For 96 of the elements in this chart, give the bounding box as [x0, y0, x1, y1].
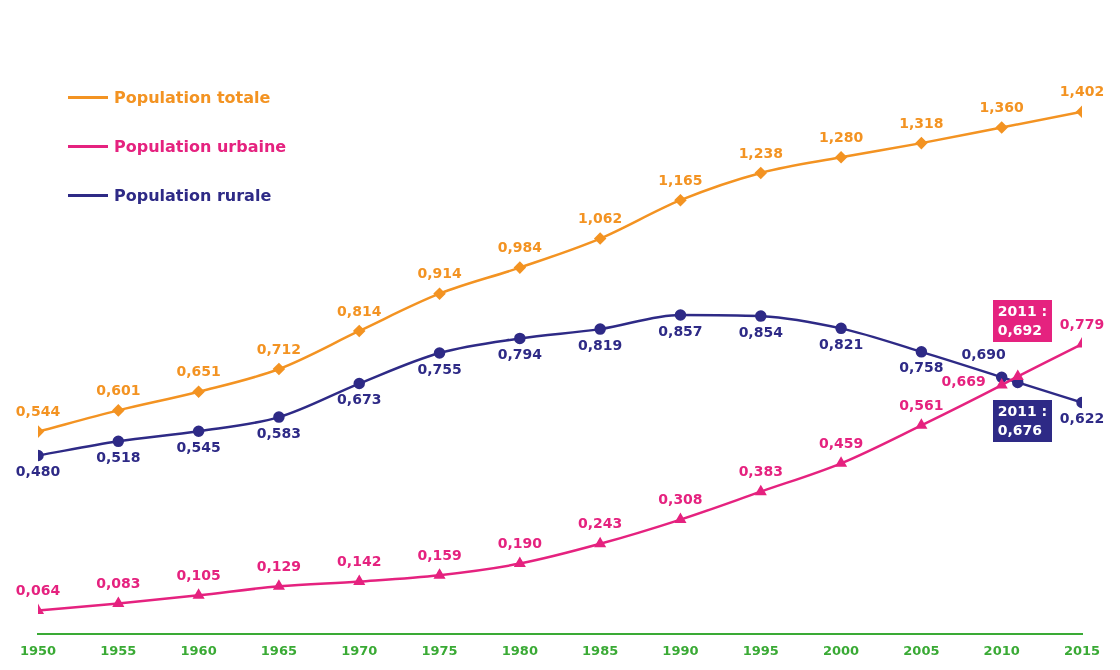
- point: [674, 194, 687, 206]
- point: [594, 232, 606, 245]
- data-label: 1,402: [1059, 83, 1105, 100]
- point: [273, 363, 285, 375]
- data-label: 0,712: [256, 340, 302, 357]
- data-label: 0,622: [1059, 410, 1105, 427]
- data-label: 0,544: [15, 403, 61, 420]
- data-label: 0,755: [417, 360, 462, 377]
- data-label: 0,105: [176, 566, 221, 583]
- data-label: 0,064: [15, 582, 61, 599]
- data-label: 0,243: [578, 515, 623, 532]
- data-label: 0,545: [176, 438, 221, 455]
- data-label: 0,819: [578, 336, 623, 353]
- point: [755, 485, 766, 496]
- point: [835, 322, 847, 335]
- x-tick-label: 2000: [822, 642, 860, 658]
- x-tick-label: 1985: [582, 642, 619, 658]
- x-tick-label: 1995: [742, 642, 779, 658]
- data-label: 0,914: [417, 265, 462, 282]
- data-label: 0,651: [176, 363, 221, 380]
- data-label: 1,280: [818, 128, 864, 145]
- x-tick-label: 2005: [903, 642, 940, 658]
- x-tick-label: 1950: [19, 642, 57, 658]
- data-label: 1,165: [658, 171, 703, 188]
- point: [433, 347, 446, 359]
- data-label: 0,601: [96, 382, 141, 399]
- x-tick-label: 1990: [662, 642, 699, 658]
- data-label: 0,814: [337, 302, 382, 319]
- data-label: 0,984: [497, 239, 543, 256]
- point: [755, 167, 767, 179]
- data-label: 0,383: [738, 463, 783, 480]
- annotation: 2011 : 0,692: [992, 300, 1053, 343]
- data-label: 0,480: [15, 463, 61, 480]
- point: [434, 569, 445, 579]
- point: [1012, 370, 1023, 380]
- point: [674, 309, 687, 321]
- x-tick-label: 1970: [341, 642, 378, 658]
- data-label: 0,779: [1059, 315, 1105, 332]
- data-label: 0,690: [961, 345, 1006, 362]
- point: [354, 575, 365, 585]
- point: [996, 379, 1007, 389]
- data-label: 0,583: [256, 424, 302, 441]
- data-label: 1,062: [578, 210, 623, 227]
- data-label: 0,561: [899, 396, 944, 413]
- data-label: 1,238: [738, 144, 783, 161]
- point: [916, 419, 927, 429]
- x-tick-label: 1955: [100, 642, 137, 658]
- legend-label: Population totale: [114, 88, 271, 107]
- point: [353, 325, 365, 337]
- data-label: 0,190: [497, 535, 543, 552]
- annotation: 2011 : 0,676: [992, 400, 1053, 443]
- point: [514, 332, 526, 345]
- x-tick-label: 2010: [983, 642, 1020, 658]
- point: [514, 557, 525, 568]
- x-tick-label: 1975: [421, 642, 458, 658]
- point: [835, 457, 847, 467]
- point: [594, 323, 606, 335]
- data-label: 0,857: [658, 322, 703, 339]
- data-label: 0,669: [941, 372, 986, 389]
- data-label: 0,459: [818, 434, 864, 451]
- data-label: 0,673: [337, 391, 382, 408]
- data-label: 0,794: [497, 346, 543, 363]
- x-tick-label: 1980: [501, 642, 538, 658]
- data-label: 0,308: [658, 491, 703, 508]
- data-label: 0,129: [256, 557, 302, 574]
- point: [915, 346, 928, 358]
- legend-label: Population rurale: [114, 186, 272, 205]
- data-label: 1,318: [899, 114, 944, 131]
- x-tick-label: 2015: [1063, 642, 1101, 658]
- data-label: 0,758: [899, 359, 944, 376]
- point: [112, 435, 125, 448]
- point: [112, 404, 125, 417]
- point: [353, 377, 365, 390]
- point: [675, 513, 686, 524]
- data-label: 0,083: [96, 575, 141, 592]
- data-label: 1,360: [979, 99, 1025, 116]
- point: [995, 121, 1008, 134]
- point: [835, 151, 847, 164]
- data-label: 0,854: [738, 323, 784, 340]
- data-label: 0,142: [337, 553, 382, 570]
- point: [915, 137, 928, 149]
- data-label: 0,821: [818, 336, 864, 353]
- data-label: 0,518: [96, 448, 141, 465]
- point: [192, 385, 205, 398]
- point: [192, 425, 205, 437]
- point: [273, 411, 285, 423]
- point: [433, 287, 446, 300]
- point: [755, 310, 767, 322]
- point: [514, 261, 526, 274]
- x-tick-label: 1965: [260, 642, 298, 658]
- point: [113, 597, 124, 607]
- point: [273, 580, 285, 590]
- point: [193, 589, 204, 599]
- legend-label: Population urbaine: [114, 137, 287, 156]
- data-label: 0,159: [417, 546, 462, 563]
- x-tick-label: 1960: [180, 642, 217, 658]
